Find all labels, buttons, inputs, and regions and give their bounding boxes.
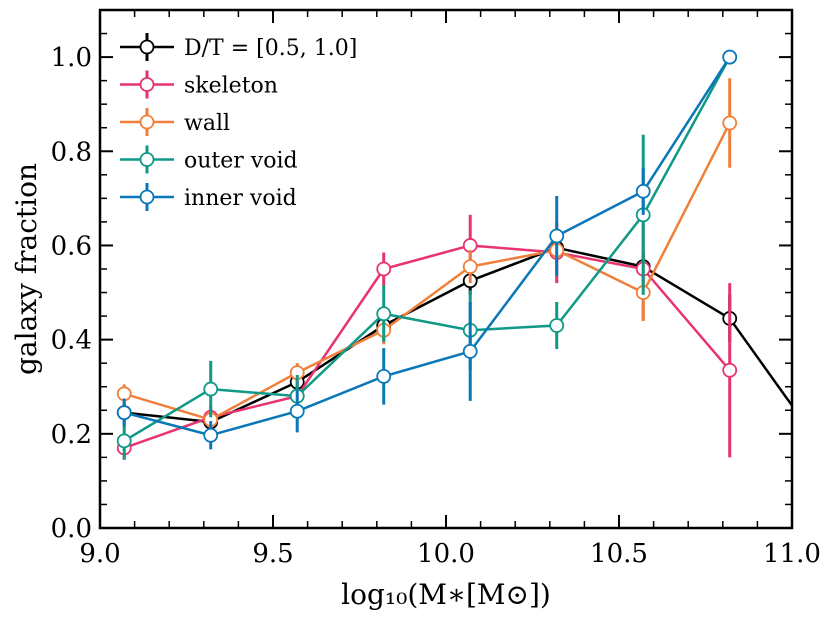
legend-item: outer void — [120, 145, 298, 174]
y-tick-label: 0.0 — [51, 514, 92, 544]
x-tick-label: 11.0 — [763, 539, 821, 569]
series-line — [123, 56, 731, 442]
series-line — [123, 56, 731, 437]
data-point — [462, 344, 478, 359]
y-tick-label: 0.2 — [51, 420, 92, 450]
series-line — [123, 122, 731, 421]
series-d-t-0-5-1-0 — [116, 233, 792, 432]
data-point — [203, 381, 219, 397]
legend-label: wall — [184, 111, 230, 136]
y-tick-label: 0.6 — [51, 231, 92, 261]
legend-item: skeleton — [120, 70, 278, 99]
x-tick-label: 10.5 — [590, 539, 648, 569]
x-tick-label: 9.5 — [252, 539, 293, 569]
data-point — [376, 368, 392, 384]
legend-item: D/T = [0.5, 1.0] — [120, 33, 357, 61]
data-point — [722, 49, 738, 65]
series-inner-void — [116, 49, 738, 450]
x-axis-label: log₁₀(M∗[M⊙]) — [341, 578, 551, 611]
data-point — [722, 115, 738, 131]
data-point — [549, 228, 565, 244]
x-tick-label: 10.0 — [417, 539, 475, 569]
series-wall — [116, 78, 738, 430]
legend-marker — [139, 77, 155, 92]
legend-marker — [139, 39, 155, 55]
legend-label: inner void — [184, 186, 297, 211]
data-point — [462, 259, 478, 275]
data-point — [376, 261, 392, 277]
legend-label: outer void — [184, 149, 298, 174]
data-point — [203, 427, 219, 443]
x-tick-label: 9.0 — [79, 539, 120, 569]
legend-marker — [139, 114, 155, 130]
data-point — [549, 318, 565, 333]
data-point — [635, 183, 651, 199]
tick-labels: 9.0 9.5 10.0 10.5 11.0 0.0 0.2 0.4 0.6 0.8 1.0 — [51, 43, 821, 569]
legend: D/T = [0.5, 1.0] skeleton wall outer void in… — [120, 33, 357, 211]
legend-marker — [139, 189, 155, 205]
data-point — [116, 386, 132, 402]
data-point — [722, 362, 738, 378]
y-tick-label: 0.8 — [51, 137, 92, 167]
legend-label: skeleton — [184, 74, 278, 99]
legend-item: wall — [120, 108, 230, 136]
legend-item: inner void — [120, 183, 297, 211]
data-point — [289, 403, 305, 419]
series-line — [123, 244, 731, 450]
data-point — [116, 405, 132, 421]
series-layer — [116, 49, 792, 460]
series-line — [124, 246, 792, 424]
data-point — [376, 306, 392, 322]
legend-marker — [139, 152, 155, 167]
data-point — [462, 238, 478, 253]
y-tick-label: 0.4 — [51, 326, 92, 356]
legend-label: D/T = [0.5, 1.0] — [184, 36, 357, 61]
data-point — [116, 433, 132, 449]
y-axis-label: galaxy fraction — [10, 163, 43, 375]
y-tick-label: 1.0 — [51, 43, 92, 73]
plot-frame — [98, 8, 794, 530]
